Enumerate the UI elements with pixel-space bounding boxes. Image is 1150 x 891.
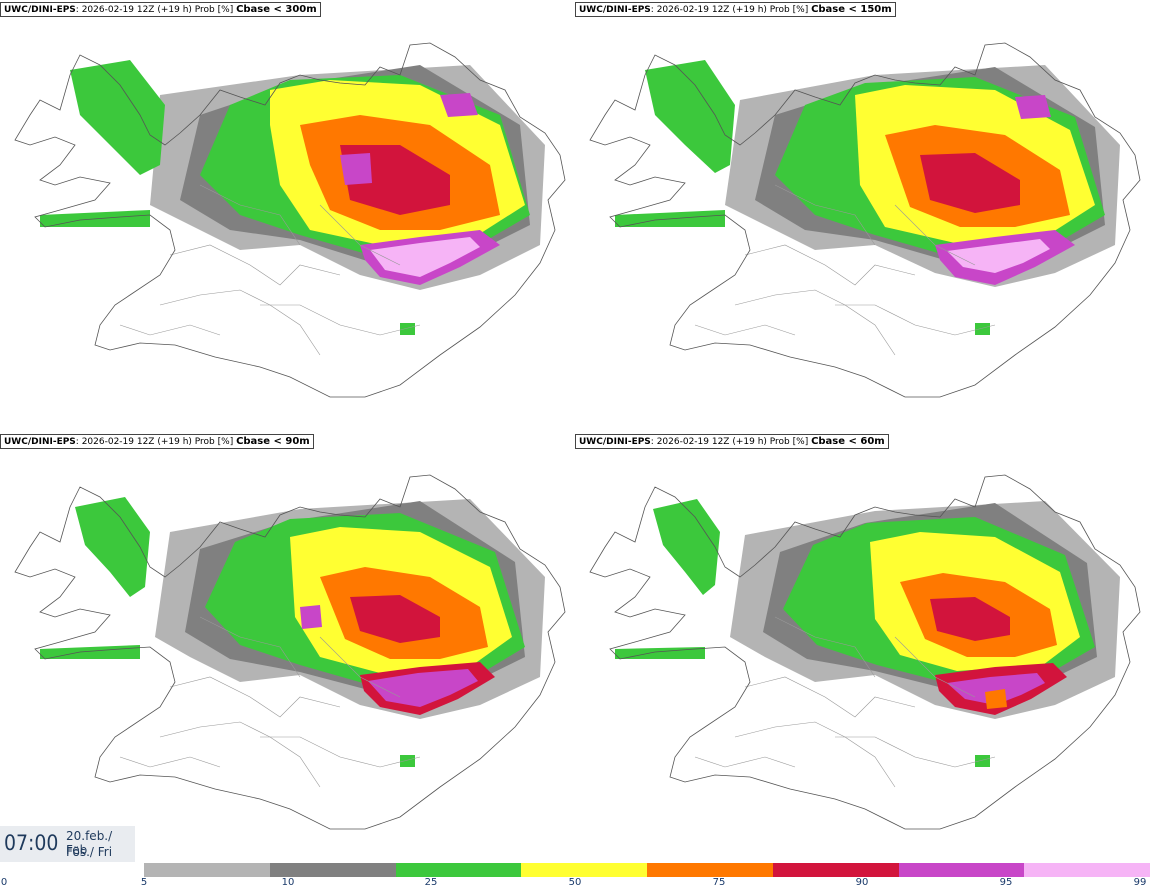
probability-area [653,499,720,595]
legend-swatch [144,863,270,877]
probability-area [300,605,322,629]
map-panel-90m: UWC/DINI-EPS: 2026-02-19 12Z (+19 h) Pro… [0,432,575,864]
probability-area [370,237,480,277]
model-name: UWC/DINI-EPS [4,5,76,15]
iceland-map [589,474,1141,830]
region-boundary [734,289,896,356]
region-boundary [119,324,221,336]
region-boundary [694,756,796,768]
run-info: : 2026-02-19 12Z (+19 h) Prob [%] [650,437,812,447]
panel-title: UWC/DINI-EPS: 2026-02-19 12Z (+19 h) Pro… [575,2,896,17]
legend-color-bar [144,863,1150,877]
run-info: : 2026-02-19 12Z (+19 h) Prob [%] [75,437,237,447]
valid-hour: 07:00 [4,831,59,855]
region-boundary [319,636,401,698]
region-boundary [744,244,916,286]
region-boundary [744,676,916,718]
probability-area [1015,95,1051,119]
panel-title: UWC/DINI-EPS: 2026-02-19 12Z (+19 h) Pro… [0,2,321,17]
threshold-label: Cbase < 60m [811,436,885,447]
legend-swatch [647,863,773,877]
probability-area [40,645,140,659]
legend-tick: 0 [0,877,8,888]
legend-swatch [772,863,899,877]
legend-tick: 95 [999,877,1013,888]
legend-tick: 90 [855,877,869,888]
legend-tick: 10 [281,877,295,888]
probability-area [947,239,1050,273]
region-boundary [260,304,421,336]
model-name: UWC/DINI-EPS [579,437,651,447]
map-panel-60m: UWC/DINI-EPS: 2026-02-19 12Z (+19 h) Pro… [575,432,1150,864]
coastline [14,42,566,398]
probability-area [947,673,1045,705]
probability-area [400,323,415,335]
probability-area [440,93,478,117]
region-boundary [199,616,301,678]
probability-area [975,323,990,335]
coastline [589,474,1141,830]
probability-area [400,755,415,767]
probability-area [368,669,478,707]
map-panel-300m: UWC/DINI-EPS: 2026-02-19 12Z (+19 h) Pro… [0,0,575,432]
iceland-map [589,42,1141,398]
run-info: : 2026-02-19 12Z (+19 h) Prob [%] [650,5,812,15]
panel-title: UWC/DINI-EPS: 2026-02-19 12Z (+19 h) Pro… [575,434,889,449]
region-boundary [774,184,876,246]
model-name: UWC/DINI-EPS [579,5,651,15]
threshold-label: Cbase < 90m [236,436,310,447]
panel-title: UWC/DINI-EPS: 2026-02-19 12Z (+19 h) Pro… [0,434,314,449]
valid-date: 20.feb./ Feb [66,829,113,857]
legend-swatch [1024,863,1150,877]
region-boundary [169,244,341,286]
model-name: UWC/DINI-EPS [4,437,76,447]
threshold-label: Cbase < 300m [236,4,317,15]
legend-tick: 25 [424,877,438,888]
iceland-map [14,42,566,398]
legend-swatch [269,863,396,877]
region-boundary [169,676,341,718]
coastline [589,42,1141,398]
region-boundary [835,304,996,336]
color-legend: 0 5 10 25 50 75 90 95 99 [0,862,1150,891]
probability-area [70,60,165,175]
legend-tick: 50 [568,877,582,888]
region-boundary [894,636,976,698]
probability-area [75,497,150,597]
region-boundary [694,324,796,336]
legend-swatch [395,863,522,877]
threshold-label: Cbase < 150m [811,4,892,15]
region-boundary [319,204,401,266]
probability-area [975,755,990,767]
legend-swatch [898,863,1025,877]
probability-area [350,595,440,643]
region-boundary [835,736,996,768]
region-boundary [159,289,321,356]
run-info: : 2026-02-19 12Z (+19 h) Prob [%] [75,5,237,15]
valid-time-box: 07:00 20.feb./ Feb Fös./ Fri [0,826,135,862]
region-boundary [260,736,421,768]
map-panel-150m: UWC/DINI-EPS: 2026-02-19 12Z (+19 h) Pro… [575,0,1150,432]
probability-area [645,60,735,173]
coastline [14,474,566,830]
region-boundary [894,204,976,266]
legend-tick: 75 [712,877,726,888]
region-boundary [199,184,301,246]
probability-area [340,153,372,185]
iceland-map [14,474,566,830]
region-boundary [734,721,896,788]
region-boundary [119,756,221,768]
legend-swatch [521,863,647,877]
probability-area [920,153,1020,213]
legend-tick: 5 [140,877,148,888]
probability-area [930,597,1010,641]
probability-area [985,689,1007,709]
region-boundary [774,616,876,678]
valid-day: Fös./ Fri [66,845,113,859]
legend-tick: 99 [1133,877,1147,888]
region-boundary [159,721,321,788]
